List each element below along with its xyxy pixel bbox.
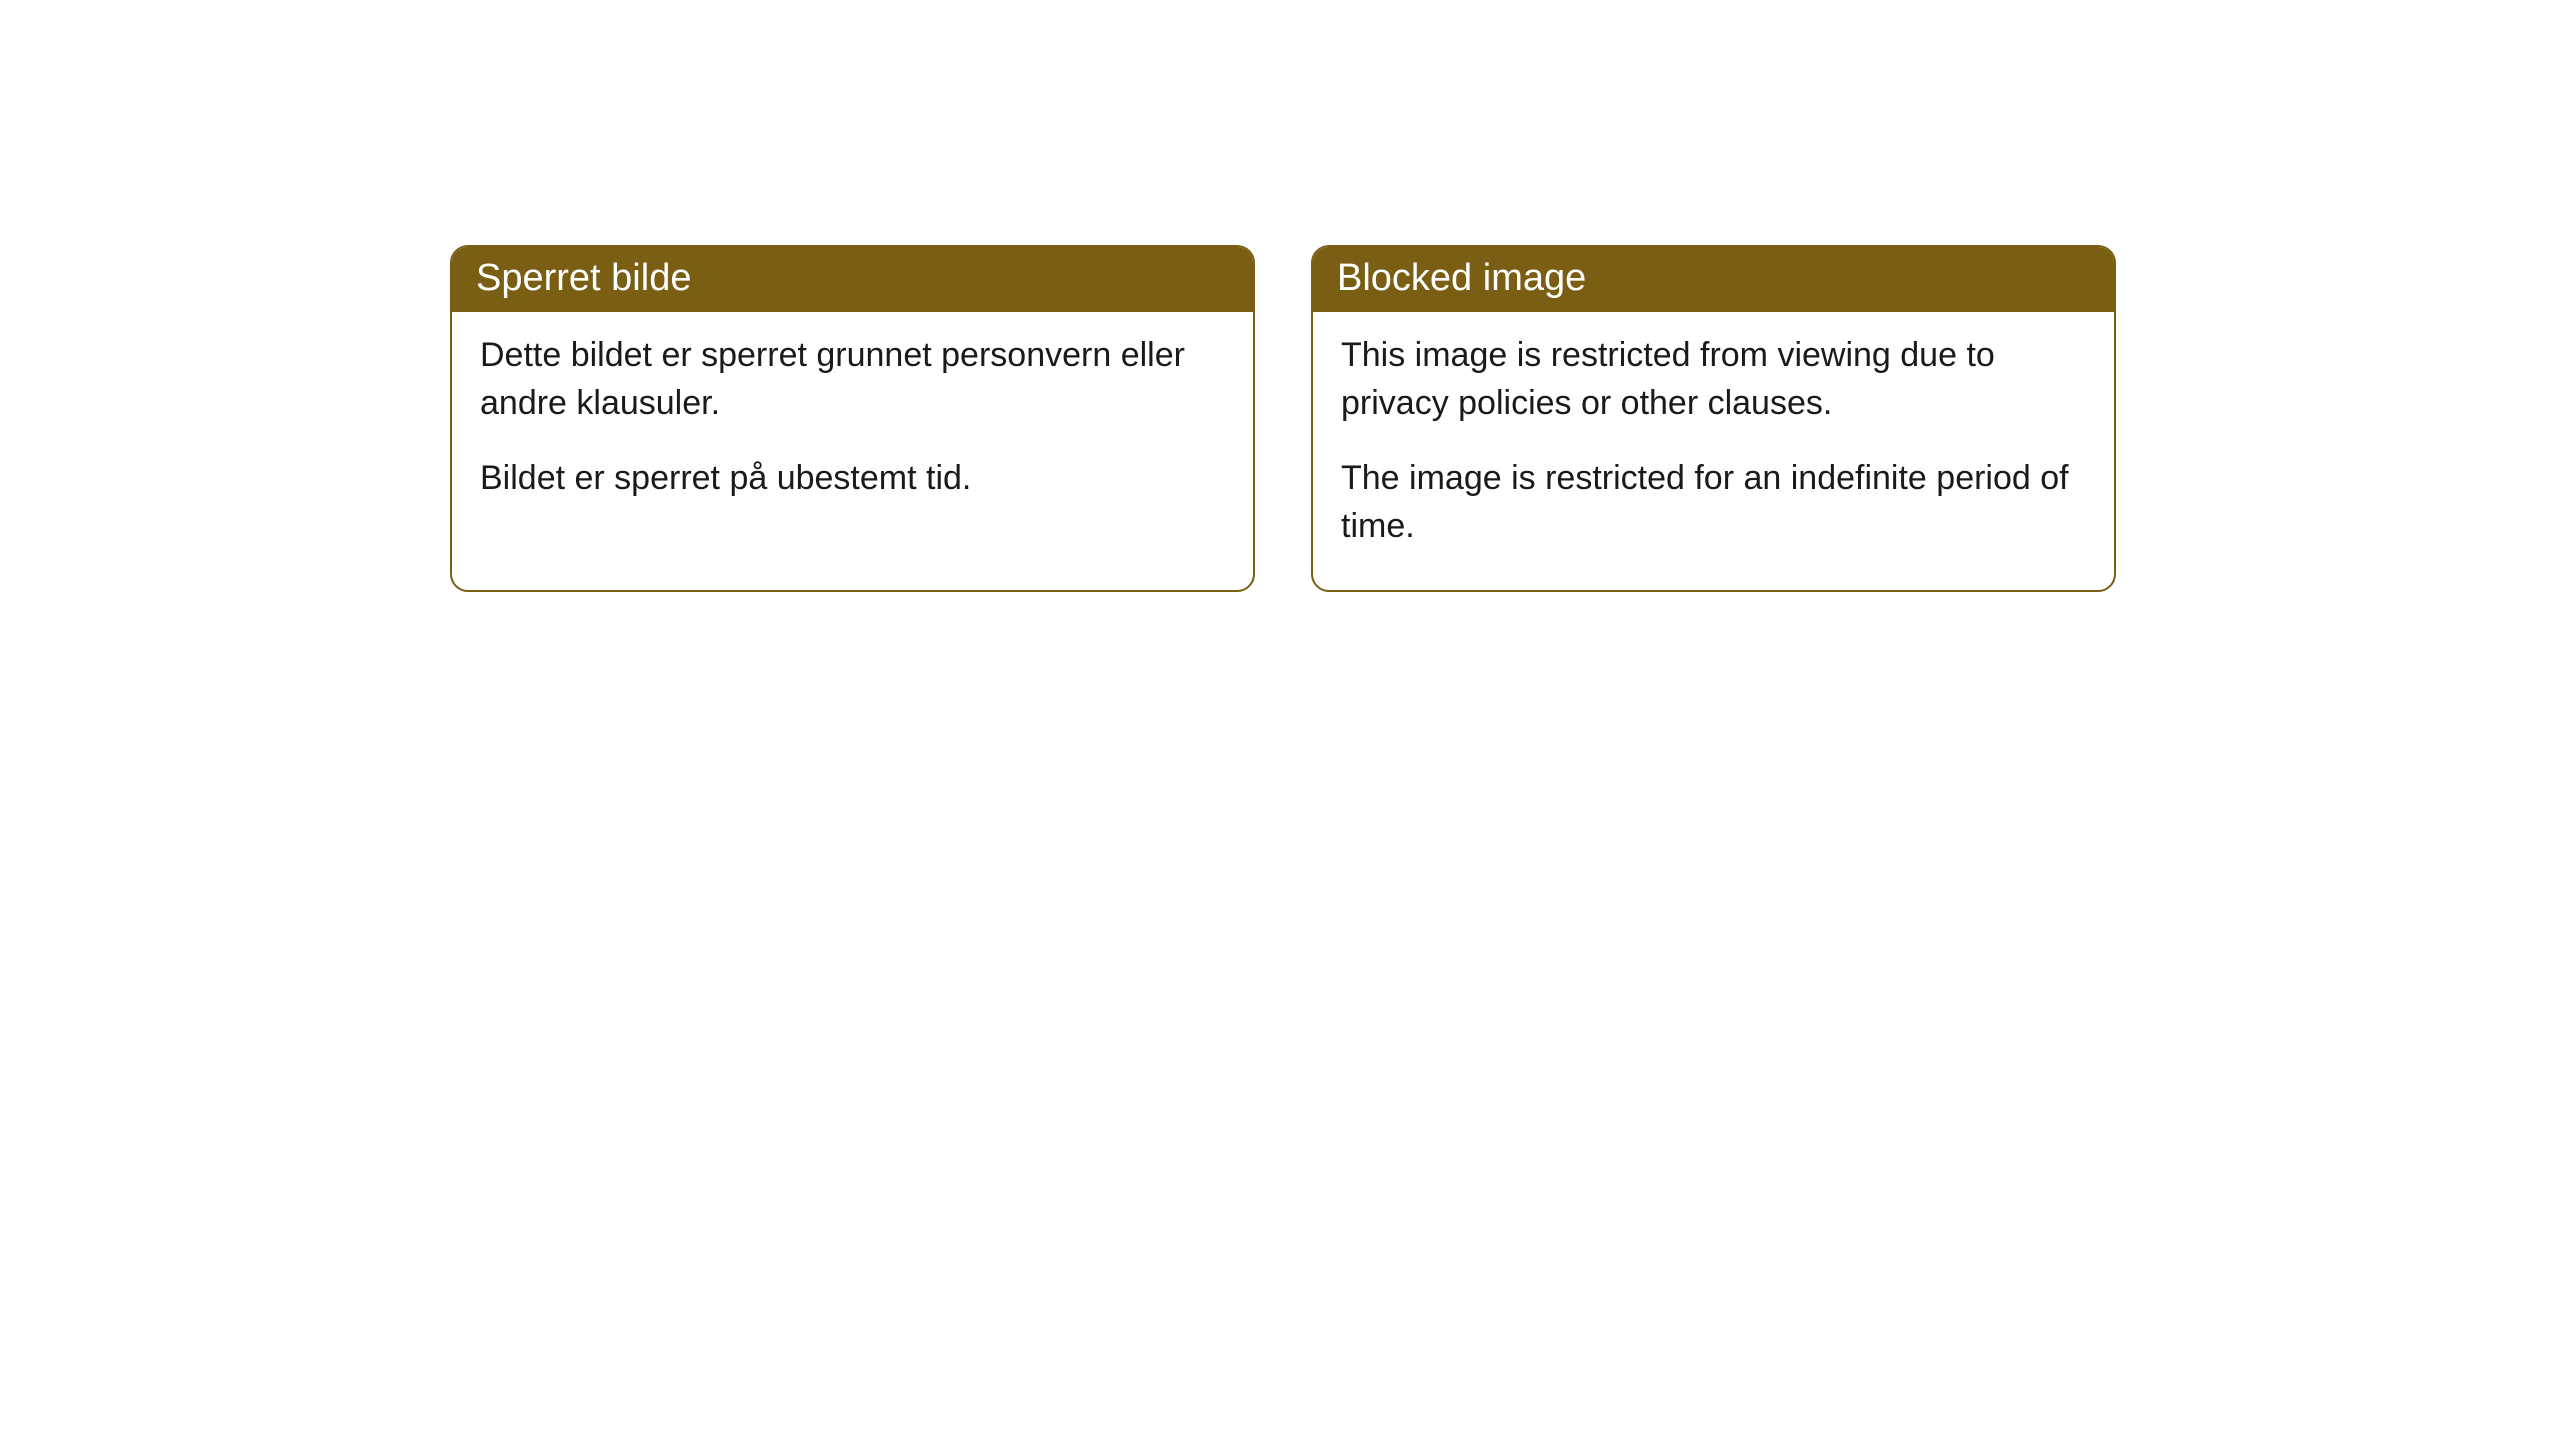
card-header: Sperret bilde <box>452 247 1253 312</box>
notice-card-english: Blocked image This image is restricted f… <box>1311 245 2116 592</box>
notice-card-norwegian: Sperret bilde Dette bildet er sperret gr… <box>450 245 1255 592</box>
card-paragraph-1: This image is restricted from viewing du… <box>1341 332 2086 427</box>
card-body: Dette bildet er sperret grunnet personve… <box>452 312 1253 543</box>
card-paragraph-1: Dette bildet er sperret grunnet personve… <box>480 332 1225 427</box>
card-paragraph-2: Bildet er sperret på ubestemt tid. <box>480 455 1225 503</box>
card-header: Blocked image <box>1313 247 2114 312</box>
card-paragraph-2: The image is restricted for an indefinit… <box>1341 455 2086 550</box>
card-title: Sperret bilde <box>476 257 691 299</box>
card-title: Blocked image <box>1337 257 1586 299</box>
card-body: This image is restricted from viewing du… <box>1313 312 2114 590</box>
notice-cards-container: Sperret bilde Dette bildet er sperret gr… <box>450 245 2560 592</box>
